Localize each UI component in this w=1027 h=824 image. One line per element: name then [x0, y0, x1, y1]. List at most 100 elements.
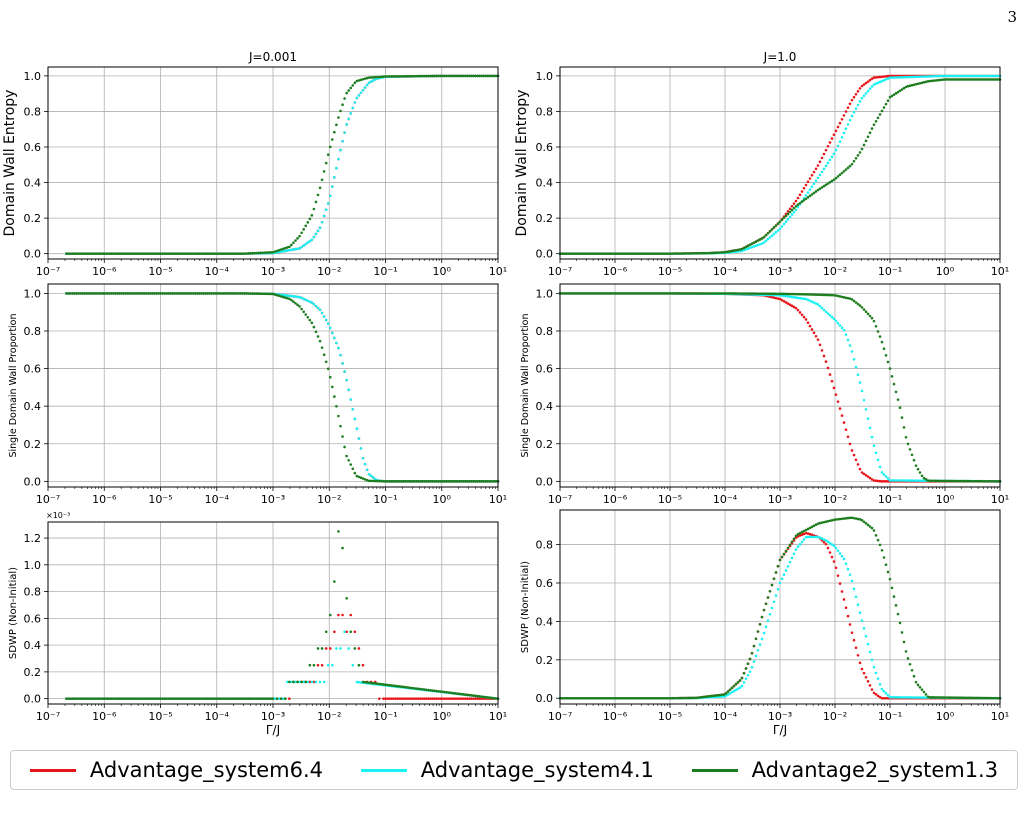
series-advantage-system4-1	[65, 292, 500, 483]
data-point	[95, 252, 99, 255]
data-point	[988, 78, 992, 81]
data-point	[920, 696, 924, 699]
data-point	[702, 292, 706, 295]
data-point	[461, 697, 465, 700]
data-point	[99, 252, 103, 255]
data-point	[408, 697, 412, 700]
data-point	[347, 388, 350, 392]
data-point	[848, 623, 852, 626]
data-point	[230, 252, 234, 255]
data-point	[79, 697, 83, 700]
data-point	[916, 82, 920, 86]
data-point	[730, 249, 734, 253]
data-point	[806, 293, 810, 296]
data-point	[214, 252, 218, 255]
data-point	[782, 216, 786, 220]
data-point	[678, 696, 682, 700]
data-point	[148, 252, 152, 255]
data-point	[828, 158, 832, 162]
data-point	[900, 416, 904, 419]
data-point	[322, 315, 326, 318]
data-point	[443, 74, 447, 78]
data-point	[77, 252, 80, 255]
data-point	[724, 250, 728, 254]
data-point	[772, 577, 776, 581]
data-point	[620, 292, 624, 295]
data-point	[760, 292, 764, 295]
data-point	[874, 693, 878, 696]
data-point	[326, 202, 330, 205]
data-point	[402, 697, 406, 700]
data-point	[476, 480, 479, 483]
data-point	[410, 686, 414, 690]
data-point	[189, 252, 193, 255]
data-point	[928, 79, 932, 83]
data-point	[171, 252, 175, 255]
data-point	[279, 295, 283, 298]
data-point	[704, 292, 708, 295]
data-point	[824, 164, 828, 168]
data-point	[220, 292, 224, 295]
data-point	[728, 250, 732, 253]
data-point	[398, 74, 402, 78]
data-point	[796, 545, 800, 548]
data-point	[722, 292, 726, 295]
data-point	[610, 292, 614, 295]
data-point	[732, 249, 736, 252]
data-point	[834, 546, 838, 550]
data-point	[876, 75, 880, 79]
data-point	[292, 680, 295, 684]
data-point	[333, 580, 336, 583]
data-point	[236, 252, 240, 255]
data-point	[416, 74, 420, 78]
data-point	[770, 295, 774, 299]
data-point	[81, 292, 85, 295]
data-point	[222, 292, 226, 295]
data-point	[820, 170, 824, 174]
data-point	[590, 696, 594, 700]
data-point	[786, 210, 790, 213]
data-point	[876, 330, 880, 333]
y-tick-label: 0.2	[536, 212, 554, 225]
data-point	[351, 407, 355, 411]
data-point	[778, 558, 782, 562]
data-point	[740, 247, 744, 251]
data-point	[638, 696, 642, 700]
data-point	[212, 292, 215, 295]
data-point	[249, 697, 252, 700]
data-point	[968, 78, 972, 81]
data-point	[780, 292, 784, 296]
data-point	[974, 78, 978, 81]
data-point	[349, 613, 353, 617]
data-point	[720, 693, 724, 697]
data-point	[672, 292, 676, 295]
data-point	[930, 696, 934, 699]
data-point	[980, 78, 984, 81]
data-point	[790, 304, 794, 308]
data-point	[423, 688, 426, 691]
data-point	[808, 532, 812, 536]
data-point	[888, 367, 892, 370]
data-point	[89, 697, 93, 700]
data-point	[860, 147, 864, 151]
data-point	[425, 480, 428, 483]
data-point	[343, 445, 346, 449]
data-point	[404, 697, 408, 700]
data-point	[144, 292, 148, 295]
data-point	[459, 74, 463, 78]
data-point	[492, 480, 496, 483]
data-point	[630, 252, 634, 255]
data-point	[83, 292, 87, 295]
data-point	[614, 292, 618, 295]
data-point	[692, 252, 696, 255]
data-point	[872, 444, 876, 448]
data-point	[878, 465, 882, 469]
data-point	[872, 479, 876, 482]
data-point	[341, 140, 344, 143]
data-point	[832, 133, 836, 137]
data-point	[876, 538, 880, 542]
data-point	[794, 204, 798, 208]
data-point	[118, 292, 121, 295]
data-point	[820, 186, 824, 189]
data-point	[804, 293, 808, 296]
